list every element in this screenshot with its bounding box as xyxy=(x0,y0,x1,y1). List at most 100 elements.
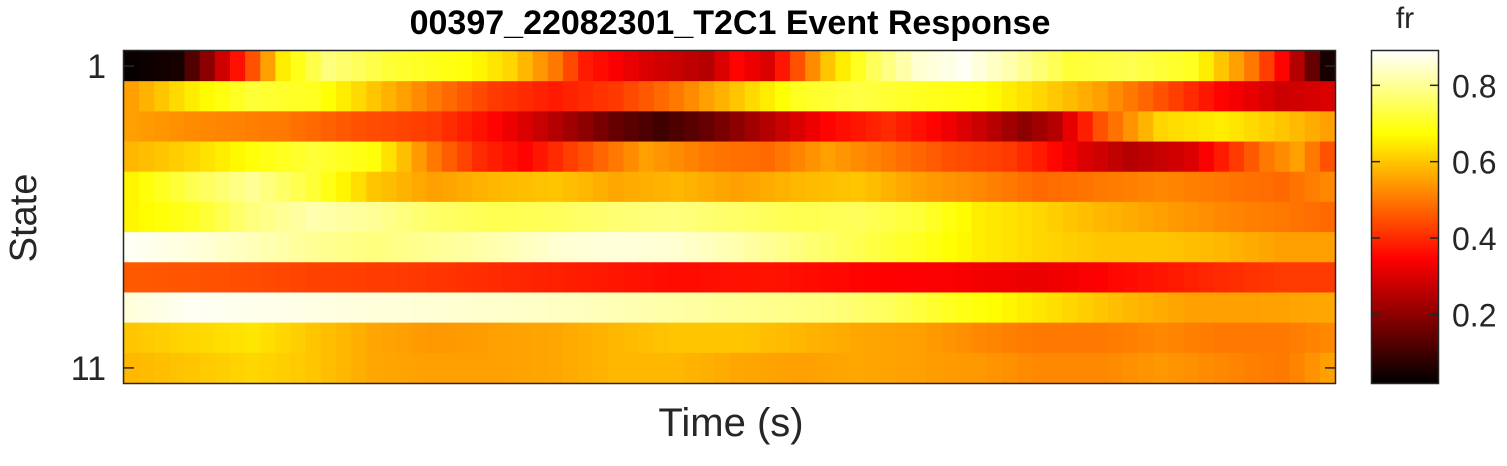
heatmap-cell xyxy=(790,171,806,203)
heatmap-cell xyxy=(759,292,776,324)
heatmap-cell xyxy=(820,292,837,324)
heatmap-cell xyxy=(986,51,1003,82)
heatmap-cell xyxy=(850,201,867,233)
heatmap-cell xyxy=(986,232,1003,263)
heatmap-cell xyxy=(1077,141,1094,173)
heatmap-cell xyxy=(623,111,640,143)
heatmap-cell xyxy=(956,352,973,384)
heatmap-cell xyxy=(911,81,927,112)
heatmap-cell xyxy=(169,262,186,294)
heatmap-cell xyxy=(562,292,579,324)
heatmap-cell xyxy=(1077,322,1094,354)
heatmap-cell xyxy=(396,171,413,203)
heatmap-cell xyxy=(926,141,943,173)
heatmap-cell xyxy=(790,81,806,112)
heatmap-cell xyxy=(1092,141,1109,173)
heatmap-cell xyxy=(1319,81,1336,112)
heatmap-cell xyxy=(880,141,897,173)
heatmap-cell xyxy=(1107,201,1124,233)
heatmap-cell xyxy=(835,51,852,82)
heatmap-cell xyxy=(1047,111,1064,143)
heatmap-cell xyxy=(260,201,276,233)
heatmap-cell xyxy=(593,141,609,173)
heatmap-cell xyxy=(850,322,867,354)
heatmap-cell xyxy=(1153,141,1170,173)
heatmap-cell xyxy=(184,81,201,112)
heatmap-cell xyxy=(729,171,746,203)
heatmap-cell xyxy=(532,111,549,143)
heatmap-cell xyxy=(290,232,307,263)
heatmap-cell xyxy=(532,292,549,324)
heatmap-cell xyxy=(1274,352,1291,384)
heatmap-cell xyxy=(184,141,201,173)
heatmap-cell xyxy=(487,201,504,233)
heatmap-cell xyxy=(1153,262,1170,294)
heatmap-cell xyxy=(1259,292,1276,324)
heatmap-cell xyxy=(1123,322,1139,354)
heatmap-cell xyxy=(729,111,746,143)
heatmap-cell xyxy=(896,51,912,82)
heatmap-cell xyxy=(260,352,276,384)
heatmap-cell xyxy=(971,171,988,203)
heatmap-cell xyxy=(169,352,186,384)
heatmap-cell xyxy=(1274,81,1291,112)
heatmap-cell xyxy=(774,352,791,384)
heatmap-cell xyxy=(1047,232,1064,263)
heatmap-cell xyxy=(366,51,382,82)
heatmap-cell xyxy=(790,111,806,143)
heatmap-cell xyxy=(774,201,791,233)
heatmap-cell xyxy=(290,322,307,354)
heatmap-cell xyxy=(139,111,155,143)
heatmap-cell xyxy=(457,51,473,82)
heatmap-cell xyxy=(638,81,655,112)
heatmap-cell xyxy=(850,51,867,82)
heatmap-cell xyxy=(562,111,579,143)
heatmap-cell xyxy=(260,322,276,354)
heatmap-cell xyxy=(124,171,140,203)
heatmap-cell xyxy=(880,232,897,263)
heatmap-cell xyxy=(426,262,443,294)
heatmap-cell xyxy=(184,111,201,143)
heatmap-cell xyxy=(1289,232,1306,263)
heatmap-cell xyxy=(790,322,806,354)
heatmap-cell xyxy=(214,141,231,173)
heatmap-cell xyxy=(835,292,852,324)
heatmap-cell xyxy=(1213,81,1230,112)
heatmap-cell xyxy=(1001,292,1018,324)
heatmap-cell xyxy=(1092,292,1109,324)
heatmap-cell xyxy=(502,201,519,233)
heatmap-cell xyxy=(1153,111,1170,143)
heatmap-cell xyxy=(275,81,292,112)
heatmap-cell xyxy=(1001,352,1018,384)
heatmap-cell xyxy=(820,352,837,384)
heatmap-cell xyxy=(1138,232,1154,263)
heatmap-cell xyxy=(744,262,761,294)
heatmap-cell xyxy=(865,201,882,233)
heatmap-cell xyxy=(1138,141,1154,173)
heatmap-cell xyxy=(1001,262,1018,294)
heatmap-cell xyxy=(245,51,261,82)
heatmap-cell xyxy=(1259,171,1276,203)
heatmap-cell xyxy=(1319,111,1336,143)
heatmap-cell xyxy=(320,262,337,294)
heatmap-cell xyxy=(805,141,821,173)
heatmap-cell xyxy=(547,81,564,112)
heatmap-cell xyxy=(911,201,927,233)
heatmap-cell xyxy=(1304,81,1321,112)
heatmap-cell xyxy=(653,111,670,143)
heatmap-cell xyxy=(805,262,821,294)
heatmap-cell xyxy=(320,201,337,233)
heatmap-cell xyxy=(956,232,973,263)
heatmap-cell xyxy=(1259,141,1276,173)
heatmap-cell xyxy=(517,201,534,233)
heatmap-cell xyxy=(1213,141,1230,173)
heatmap-cell xyxy=(351,352,367,384)
heatmap-cell xyxy=(926,81,943,112)
heatmap-cell xyxy=(305,111,322,143)
heatmap-cell xyxy=(986,352,1003,384)
heatmap-cell xyxy=(335,111,352,143)
heatmap-cell xyxy=(896,111,912,143)
heatmap-cell xyxy=(1123,81,1139,112)
heatmap-cell xyxy=(593,262,609,294)
heatmap-cell xyxy=(1183,81,1200,112)
